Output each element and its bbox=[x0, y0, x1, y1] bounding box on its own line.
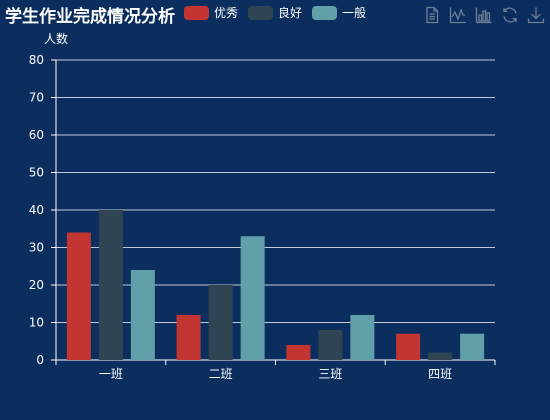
y-tick-label-7: 70 bbox=[29, 91, 44, 105]
legend: 优秀 良好 一般 bbox=[184, 4, 366, 21]
y-tick-label-1: 10 bbox=[29, 316, 44, 330]
legend-item-good[interactable]: 良好 bbox=[248, 4, 302, 21]
bar-0-2 bbox=[286, 345, 311, 360]
legend-swatch-good bbox=[248, 5, 274, 20]
toolbox bbox=[422, 5, 546, 25]
bar-1-1 bbox=[208, 285, 233, 360]
bar-1-2 bbox=[318, 330, 343, 360]
y-tick-label-8: 80 bbox=[29, 53, 44, 67]
y-tick-label-3: 30 bbox=[29, 241, 44, 255]
refresh-icon[interactable] bbox=[500, 5, 520, 25]
bar-0-1 bbox=[176, 315, 201, 360]
bar-1-0 bbox=[98, 210, 123, 360]
line-chart-icon[interactable] bbox=[448, 5, 468, 25]
y-axis-label: 人数 bbox=[44, 31, 68, 46]
x-tick-label-3: 四班 bbox=[428, 367, 452, 381]
x-tick-label-2: 三班 bbox=[318, 367, 342, 381]
bar-chart-icon[interactable] bbox=[474, 5, 494, 25]
legend-swatch-excellent bbox=[184, 5, 209, 20]
legend-item-average[interactable]: 一般 bbox=[312, 4, 366, 21]
download-icon[interactable] bbox=[526, 5, 546, 25]
bar-2-3 bbox=[460, 333, 485, 360]
legend-label-average: 一般 bbox=[342, 6, 367, 20]
y-tick-label-0: 0 bbox=[36, 353, 44, 367]
y-tick-label-6: 60 bbox=[29, 128, 44, 142]
bar-2-0 bbox=[130, 270, 155, 360]
bar-0-3 bbox=[396, 333, 421, 360]
bar-0-0 bbox=[66, 232, 91, 360]
legend-swatch-average bbox=[312, 5, 338, 20]
x-tick-label-1: 二班 bbox=[209, 367, 233, 381]
data-view-icon[interactable] bbox=[422, 5, 442, 25]
legend-item-excellent[interactable]: 优秀 bbox=[184, 4, 238, 21]
legend-label-excellent: 优秀 bbox=[214, 6, 239, 20]
chart-title: 学生作业完成情况分析 bbox=[5, 7, 175, 27]
y-tick-label-2: 20 bbox=[29, 278, 44, 292]
legend-label-good: 良好 bbox=[278, 6, 303, 20]
x-tick-label-0: 一班 bbox=[99, 367, 123, 381]
bar-2-1 bbox=[240, 236, 265, 360]
bar-2-2 bbox=[350, 315, 375, 360]
bar-1-3 bbox=[428, 352, 453, 360]
y-tick-label-4: 40 bbox=[29, 203, 44, 217]
y-tick-label-5: 50 bbox=[29, 166, 44, 180]
